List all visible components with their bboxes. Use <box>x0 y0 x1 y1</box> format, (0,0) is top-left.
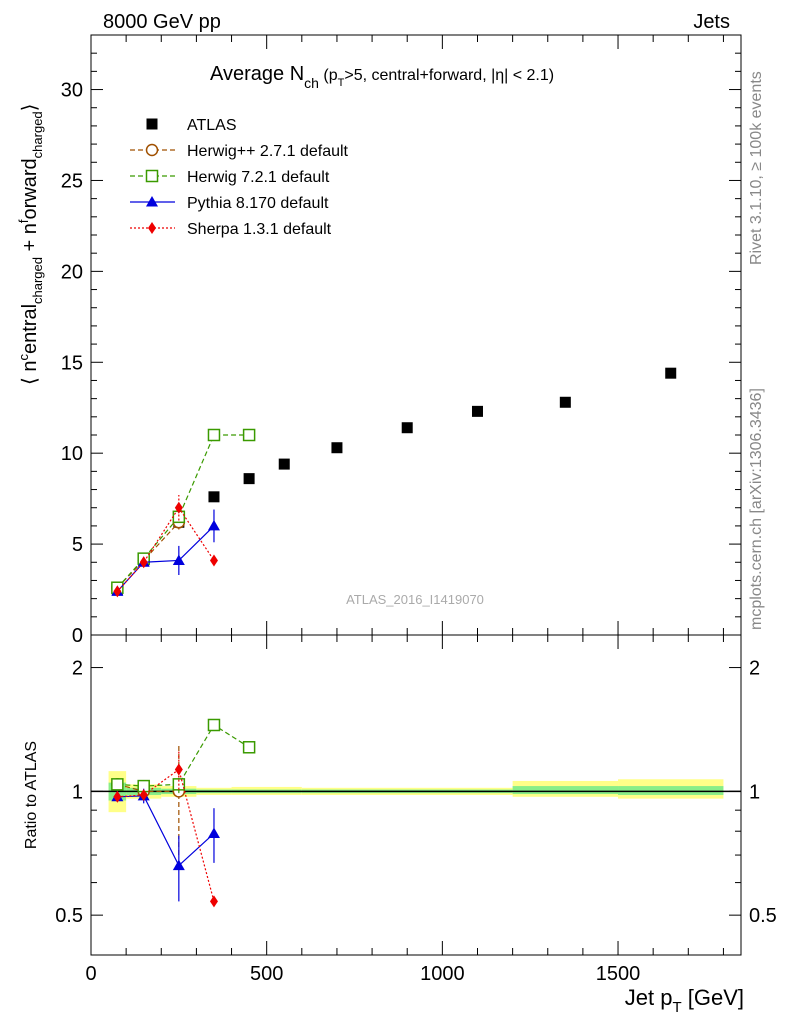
header-right: Jets <box>693 11 730 33</box>
data-point <box>665 367 677 379</box>
data-point <box>207 428 221 442</box>
legend-label: Pythia 8.170 default <box>187 195 329 212</box>
legend-marker <box>145 169 159 183</box>
data-point <box>207 519 220 531</box>
ratio-point <box>207 827 220 838</box>
data-point <box>331 442 343 454</box>
ratio-point <box>174 763 183 776</box>
uncertainty-band-inner <box>512 786 619 795</box>
series-2 <box>111 428 256 594</box>
main-y-tick-label: 15 <box>61 352 83 374</box>
series-line <box>116 525 215 592</box>
ratio-y-label: Ratio to ATLAS <box>23 741 40 849</box>
ratio-series-3 <box>113 751 218 908</box>
chart-title: Average Nch (pT>5, central+forward, |η| … <box>210 63 554 91</box>
ratio-y-tick-label: 1 <box>72 781 83 803</box>
ratio-series-2 <box>111 788 220 902</box>
data-point <box>559 396 571 408</box>
main-panel: Average Nch (pT>5, central+forward, |η| … <box>16 34 742 647</box>
legend-label: Herwig 7.2.1 default <box>187 169 330 186</box>
data-point <box>471 405 483 417</box>
legend-label: Herwig++ 2.7.1 default <box>187 143 349 160</box>
main-y-tick-label: 0 <box>72 625 83 647</box>
ratio-y-tick-label-right: 2 <box>749 658 760 680</box>
data-point <box>172 554 185 565</box>
main-y-tick-label: 10 <box>61 443 83 465</box>
data-point <box>139 556 148 569</box>
data-point <box>174 501 183 514</box>
rivet-label: Rivet 3.1.10, ≥ 100k events <box>748 71 765 265</box>
x-tick-label: 0 <box>85 963 96 985</box>
ratio-point <box>209 895 218 908</box>
legend-marker <box>146 118 158 130</box>
series-line <box>116 506 215 592</box>
header-left: 8000 GeV pp <box>103 11 221 33</box>
x-tick-label: 1500 <box>596 963 641 985</box>
data-point <box>242 428 256 442</box>
ratio-line <box>117 724 250 787</box>
data-point <box>401 422 413 434</box>
series-4 <box>113 495 218 598</box>
ratio-y-tick-label-right: 1 <box>749 781 760 803</box>
ratio-point <box>242 741 256 754</box>
ratio-panel: Ratio to ATLAS 0.5 0.5 1 1 2 2 0 500 1000 1500 Je… <box>23 634 777 1016</box>
ratio-series-1 <box>111 718 256 794</box>
legend-label: ATLAS <box>187 117 237 134</box>
ratio-point <box>207 718 221 732</box>
main-y-tick-label: 30 <box>61 80 83 102</box>
ratio-line <box>117 795 215 867</box>
series-3 <box>111 509 220 596</box>
uncertainty-band-inner <box>618 786 724 795</box>
ratio-point <box>139 788 148 801</box>
legend-marker <box>145 143 159 157</box>
data-point <box>208 491 220 503</box>
legend-marker <box>148 222 156 234</box>
ratio-line <box>117 768 215 902</box>
main-y-tick-label: 5 <box>72 534 83 556</box>
data-point <box>209 554 218 567</box>
data-point <box>113 585 122 598</box>
ratio-point <box>172 859 185 871</box>
series-0 <box>111 367 677 596</box>
legend-label: Sherpa 1.3.1 default <box>187 221 332 238</box>
mcplots-label: mcplots.cern.ch [arXiv:1306.3436] <box>748 388 765 630</box>
main-y-tick-label: 25 <box>61 170 83 192</box>
main-y-tick-label: 20 <box>61 261 83 283</box>
ratio-y-tick-label-right: 0.5 <box>749 905 777 927</box>
analysis-watermark: ATLAS_2016_I1419070 <box>346 592 484 607</box>
ratio-point <box>111 778 124 791</box>
legend-marker <box>146 196 158 207</box>
data-point <box>243 473 255 485</box>
ratio-y-tick-label: 0.5 <box>55 905 83 927</box>
series-line <box>116 434 250 589</box>
ratio-y-tick-label: 2 <box>72 658 83 680</box>
x-axis-label: Jet pT [GeV] <box>625 985 744 1016</box>
data-point <box>278 458 290 470</box>
x-tick-label: 1000 <box>420 963 465 985</box>
x-tick-label: 500 <box>250 963 283 985</box>
ratio-frame <box>90 634 742 956</box>
ratio-point <box>113 790 122 803</box>
main-y-label: ⟨ ncentralcharged + nforwardcharged⟩ <box>16 104 45 385</box>
